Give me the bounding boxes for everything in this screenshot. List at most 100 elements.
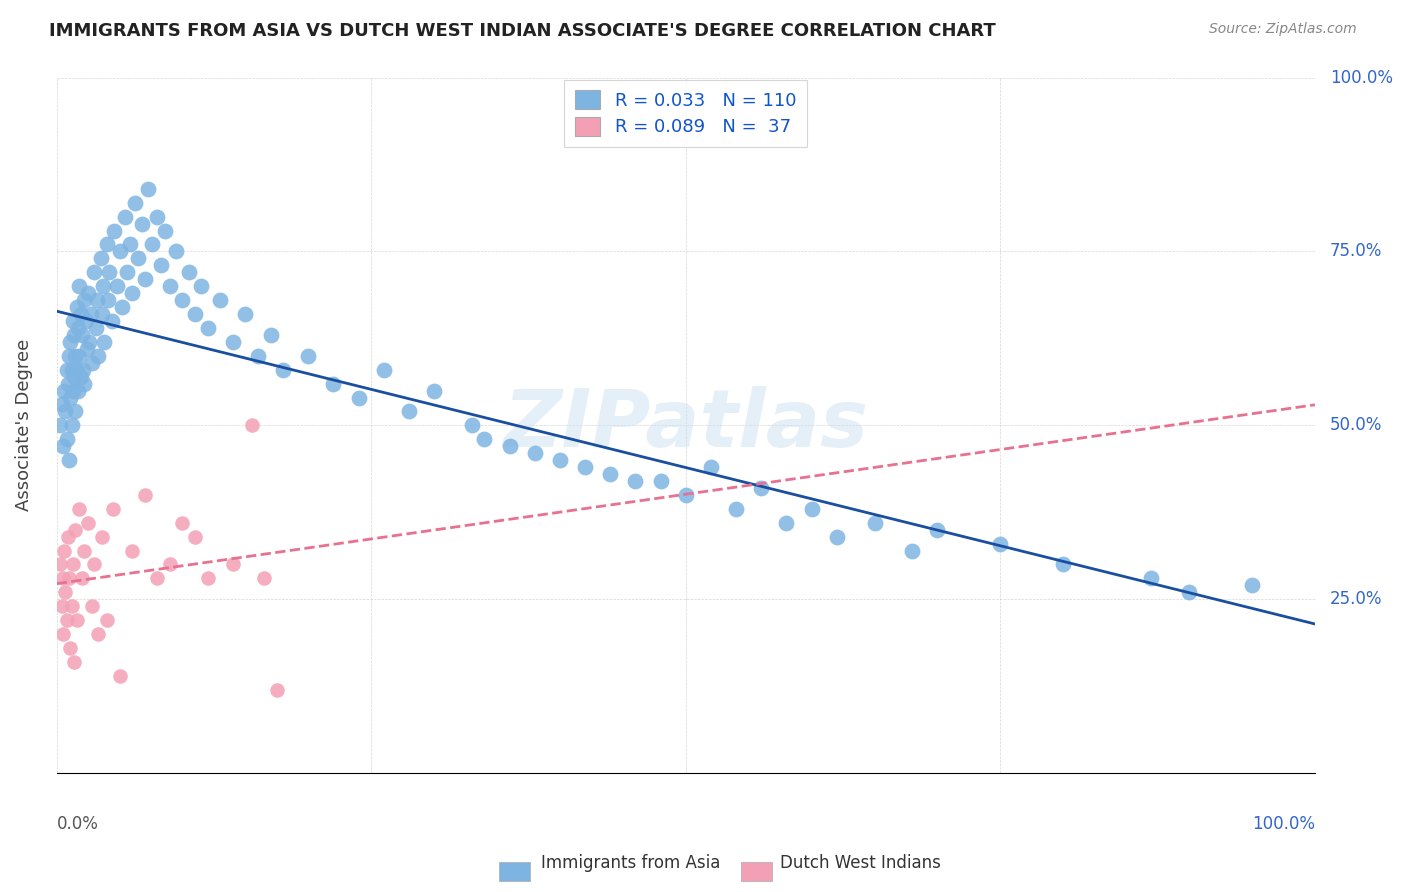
Point (55, 613, 77, 627)
Point (90, 530, 112, 544)
Point (55, 404, 77, 418)
Point (172, 516, 194, 530)
Point (1240, 578, 1263, 592)
Point (548, 453, 571, 467)
Point (474, 432, 496, 446)
Point (60, 418, 83, 433)
Point (87, 349, 110, 363)
Point (76, 342, 98, 356)
Point (96, 237, 118, 252)
Point (190, 279, 212, 293)
Point (59, 334, 82, 349)
Point (65, 523, 87, 537)
Point (146, 571, 169, 585)
Point (131, 217, 153, 231)
Point (93, 334, 115, 349)
Text: Immigrants from Asia: Immigrants from Asia (541, 855, 721, 872)
Point (58, 453, 80, 467)
Point (177, 265, 200, 279)
Point (69, 307, 91, 321)
Point (121, 543, 143, 558)
Point (83, 265, 105, 279)
Point (62, 558, 84, 572)
Point (65, 349, 87, 363)
Point (650, 474, 672, 488)
Point (150, 258, 173, 272)
Point (80, 599, 103, 614)
Point (55, 585, 77, 599)
Point (66, 362, 89, 376)
Point (775, 516, 797, 530)
Point (73, 376, 96, 391)
Point (599, 467, 621, 481)
Point (53, 384, 76, 398)
Point (66, 384, 89, 398)
Point (52, 571, 75, 585)
Point (127, 252, 149, 266)
Point (87, 627, 110, 641)
Point (901, 543, 924, 558)
Point (59, 640, 82, 655)
Point (84, 321, 107, 335)
Text: 100.0%: 100.0% (1330, 69, 1393, 87)
Point (53, 543, 76, 558)
Text: Dutch West Indians: Dutch West Indians (780, 855, 941, 872)
Point (138, 182, 160, 196)
Point (65, 404, 87, 418)
Point (69, 369, 91, 384)
Point (266, 682, 288, 697)
Point (222, 334, 245, 349)
Point (67, 501, 90, 516)
Point (461, 418, 484, 433)
Point (184, 530, 207, 544)
Text: IMMIGRANTS FROM ASIA VS DUTCH WEST INDIAN ASSOCIATE'S DEGREE CORRELATION CHART: IMMIGRANTS FROM ASIA VS DUTCH WEST INDIA… (49, 22, 995, 40)
Point (70, 327, 93, 342)
Point (60, 362, 83, 376)
Point (373, 362, 395, 376)
Point (59, 391, 82, 405)
Point (70, 571, 93, 585)
Point (172, 293, 194, 307)
Point (246, 349, 269, 363)
Point (124, 195, 146, 210)
Point (63, 327, 86, 342)
Point (253, 571, 276, 585)
Point (75, 314, 97, 328)
Point (63, 655, 86, 669)
Point (347, 391, 370, 405)
Point (58, 571, 80, 585)
Legend: R = 0.033   N = 110, R = 0.089   N =  37: R = 0.033 N = 110, R = 0.089 N = 37 (564, 79, 807, 147)
Point (159, 558, 181, 572)
Point (77, 516, 100, 530)
Point (96, 613, 118, 627)
Point (725, 501, 748, 516)
Point (114, 210, 136, 224)
Point (1052, 558, 1074, 572)
Point (222, 558, 245, 572)
Point (56, 530, 79, 544)
Point (58, 349, 80, 363)
Point (141, 237, 163, 252)
Point (72, 362, 94, 376)
Point (398, 404, 420, 418)
Point (101, 314, 124, 328)
Point (800, 501, 823, 516)
Point (62, 384, 84, 398)
Point (66, 300, 89, 314)
Point (83, 558, 105, 572)
Point (63, 369, 86, 384)
Point (322, 376, 344, 391)
Text: ZIPatlas: ZIPatlas (503, 386, 869, 465)
Point (60, 599, 83, 614)
Point (62, 314, 84, 328)
Point (103, 223, 125, 237)
Point (159, 279, 181, 293)
Point (49, 558, 72, 572)
Text: 25.0%: 25.0% (1330, 591, 1382, 608)
Point (90, 252, 112, 266)
Point (297, 349, 319, 363)
Point (52, 627, 75, 641)
Point (118, 237, 141, 252)
Point (153, 223, 176, 237)
Text: 75.0%: 75.0% (1330, 243, 1382, 260)
